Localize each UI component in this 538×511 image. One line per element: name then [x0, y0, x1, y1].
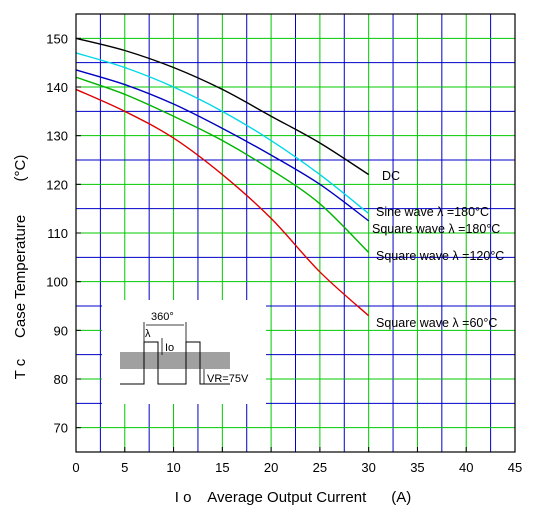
series-label: Sine wave λ =180°C — [376, 205, 489, 219]
x-tick-label: 15 — [215, 460, 229, 475]
x-tick-label: 30 — [361, 460, 375, 475]
y-tick-label: 80 — [54, 372, 68, 387]
x-tick-label: 10 — [166, 460, 180, 475]
x-tick-label: 0 — [72, 460, 79, 475]
series-line-dc — [75, 37, 370, 176]
y-tick-label: 90 — [54, 323, 68, 338]
inset-lambda-label: λ — [145, 328, 151, 340]
axis-ticks: 0 5 10 15 20 25 30 35 40 45 70 80 90 100 110 120 130 140 1… — [46, 31, 522, 475]
grid — [76, 14, 515, 452]
y-tick-label: 70 — [54, 421, 68, 436]
y-tick-label: 100 — [46, 275, 68, 290]
y-tick-label: 140 — [46, 80, 68, 95]
series-lines — [75, 37, 370, 317]
x-tick-label: 25 — [313, 460, 327, 475]
x-tick-label: 5 — [121, 460, 128, 475]
series-labels: DC Sine wave λ =180°C Square wave λ =180°C… — [372, 169, 504, 330]
y-tick-label: 130 — [46, 129, 68, 144]
x-tick-label: 40 — [459, 460, 473, 475]
series-label: Square wave λ =60°C — [376, 316, 497, 330]
x-axis-title: I o Average Output Current (A) — [175, 489, 412, 506]
inset-vr-label: VR=75V — [207, 373, 249, 385]
series-label: Square wave λ =180°C — [372, 222, 500, 236]
y-axis-title: T c Case Temperature (°C) — [12, 155, 29, 380]
series-line-square-wave-180-c — [75, 69, 370, 222]
series-label: DC — [382, 169, 400, 183]
inset-io-label: Io — [165, 342, 174, 354]
waveform-inset: 360° λ Io VR=75V — [102, 300, 266, 404]
inset-gray-band — [120, 352, 230, 369]
inset-period-label: 360° — [151, 311, 174, 323]
x-tick-label: 45 — [508, 460, 522, 475]
series-line-square-wave-120-c — [75, 76, 370, 253]
inset-waveform — [120, 341, 230, 385]
series-label: Square wave λ =120°C — [376, 249, 504, 263]
series-line-sine-wave-180-c — [75, 52, 370, 215]
y-tick-label: 150 — [46, 31, 68, 46]
series-line-square-wave-60-c — [75, 88, 370, 317]
x-tick-label: 20 — [264, 460, 278, 475]
x-tick-label: 35 — [410, 460, 424, 475]
y-tick-label: 120 — [46, 177, 68, 192]
y-tick-label: 110 — [47, 226, 68, 241]
